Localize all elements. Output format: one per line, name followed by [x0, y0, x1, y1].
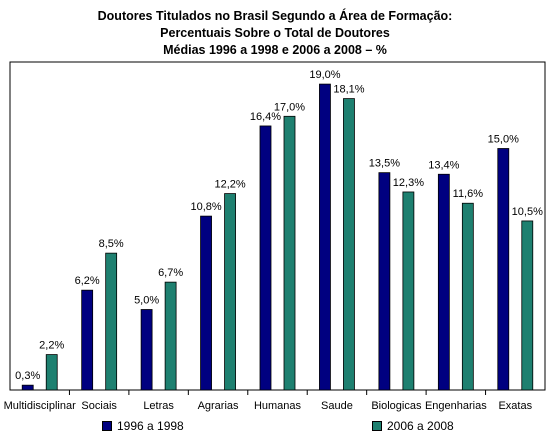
x-tick-label-3: Letras [143, 400, 174, 412]
legend-item-2006-2008: 2006 a 2008 [372, 419, 454, 433]
chart-title-line-3: Médias 1996 a 1998 e 2006 a 2008 – % [163, 43, 387, 57]
data-label-series-2-1: 2,2% [39, 340, 64, 352]
data-label-series-2-8: 11,6% [453, 188, 484, 200]
chart-title-line-1: Doutores Titulados no Brasil Segundo a Á… [97, 9, 453, 23]
data-label-series-1-6: 19,0% [309, 69, 340, 81]
bar-series-2-1 [45, 354, 58, 391]
data-label-series-1-7: 13,5% [369, 158, 400, 170]
x-tick-label-5: Humanas [254, 400, 302, 412]
bar-series-1-7 [378, 172, 391, 391]
bar-series-1-1 [21, 384, 34, 391]
data-label-series-2-3: 6,7% [158, 267, 183, 279]
x-tick-label-9: Exatas [498, 400, 532, 412]
data-label-series-1-1: 0,3% [15, 370, 40, 382]
data-label-series-2-6: 18,1% [333, 84, 364, 96]
chart-title-line-2: Percentuais Sobre o Total de Doutores [160, 26, 390, 40]
bar-series-1-2 [81, 289, 94, 391]
data-label-series-1-8: 13,4% [428, 159, 459, 171]
data-label-series-2-2: 8,5% [99, 238, 124, 250]
legend-swatch-1996-1998 [102, 421, 112, 431]
legend-label-2006-2008: 2006 a 2008 [387, 419, 454, 433]
data-label-series-1-9: 15,0% [488, 134, 519, 146]
legend-label-1996-1998: 1996 a 1998 [117, 419, 184, 433]
x-tick-label-2: Sociais [81, 400, 117, 412]
bar-series-1-8 [437, 173, 450, 391]
data-label-series-2-4: 12,2% [214, 179, 245, 191]
data-label-series-2-9: 10,5% [512, 206, 543, 218]
bar-series-2-6 [343, 98, 355, 391]
data-label-series-2-5: 17,0% [274, 101, 305, 113]
chart-title: Doutores Titulados no Brasil Segundo a Á… [0, 8, 550, 59]
bar-series-2-3 [164, 281, 177, 391]
plot-area [9, 61, 546, 391]
bar-series-2-2 [105, 252, 118, 391]
x-tick-label-1: Multidisciplinar [4, 400, 76, 412]
x-tick-label-8: Engenharias [425, 400, 487, 412]
bar-series-1-9 [497, 148, 510, 391]
bar-series-2-9 [521, 220, 534, 391]
x-tick-label-6: Saude [321, 400, 353, 412]
data-label-series-1-2: 6,2% [75, 275, 100, 287]
bar-series-2-8 [461, 202, 474, 391]
bar-series-1-3 [140, 309, 153, 391]
x-tick-label-7: Biologicas [371, 400, 422, 412]
x-tick-label-4: Agrarias [198, 400, 239, 412]
legend-swatch-2006-2008 [372, 421, 382, 431]
legend-item-1996-1998: 1996 a 1998 [102, 419, 184, 433]
data-label-series-2-7: 12,3% [393, 177, 424, 189]
bar-series-2-4 [224, 193, 236, 391]
data-label-series-1-3: 5,0% [134, 295, 159, 307]
bar-series-1-5 [259, 125, 272, 391]
bar-series-2-5 [283, 115, 296, 391]
bar-series-1-4 [200, 215, 212, 391]
data-label-series-1-4: 10,8% [190, 201, 221, 213]
data-label-series-1-5: 16,4% [250, 111, 281, 123]
bar-series-2-7 [402, 191, 415, 391]
bar-series-1-6 [319, 83, 331, 391]
